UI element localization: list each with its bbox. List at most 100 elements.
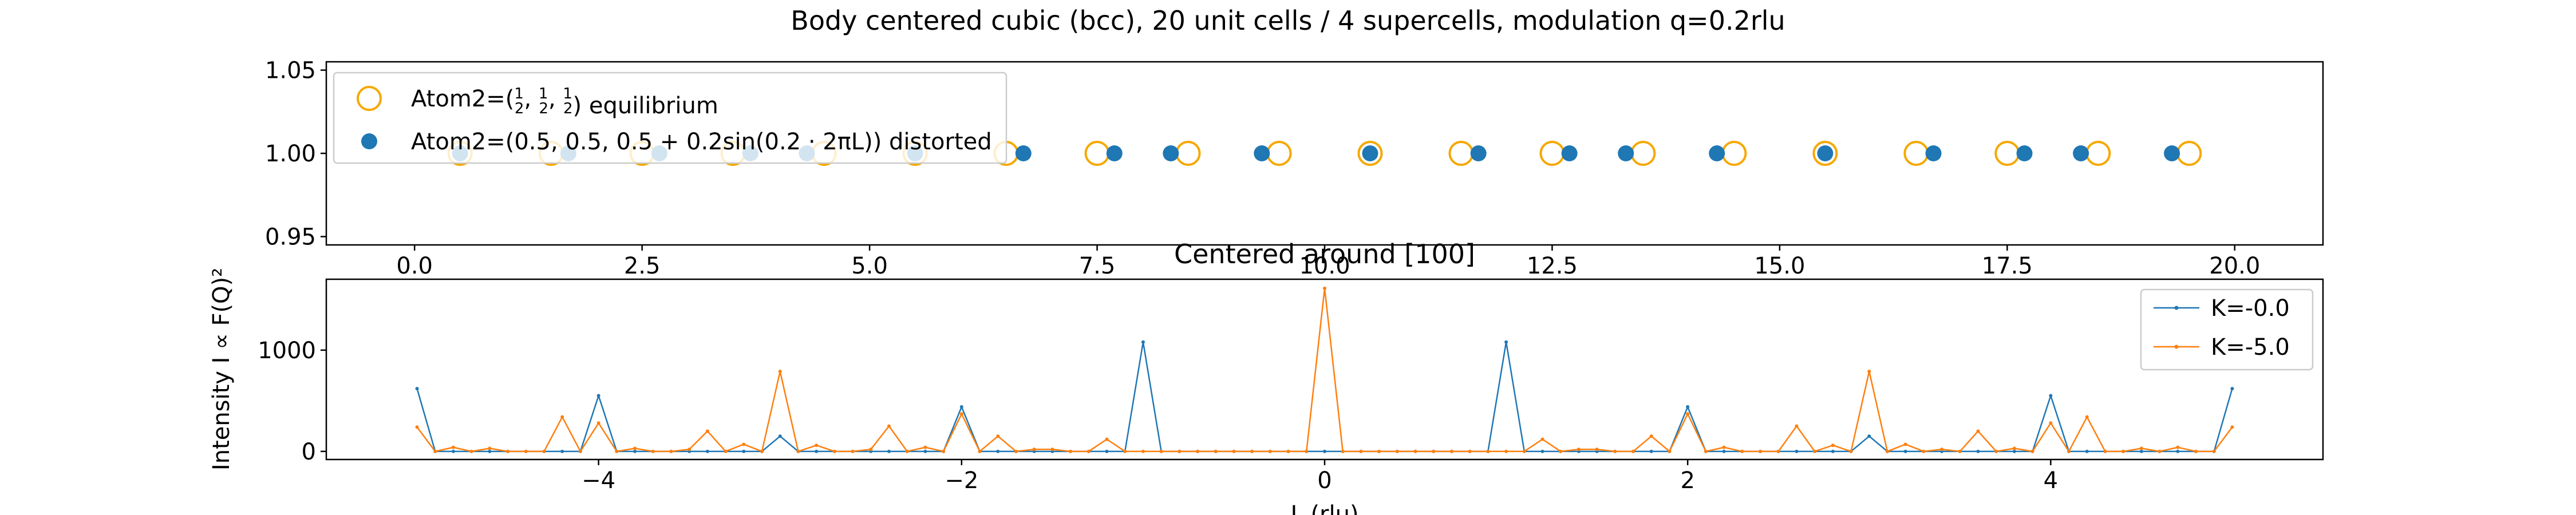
series-point-k0 (451, 449, 455, 453)
series-point-k5 (1540, 437, 1544, 441)
series-point-k5 (1086, 449, 1091, 453)
distorted-point (2073, 145, 2089, 161)
top-y-tick-label: 1.00 (265, 141, 316, 167)
legend-label-equilibrium: Atom2=(1 2, 1 2, 1 2) equilibrium (411, 85, 718, 119)
series-point-k5 (1958, 449, 1962, 453)
series-point-k5 (2158, 449, 2162, 453)
series-point-k0 (560, 449, 564, 453)
series-point-k5 (669, 449, 673, 453)
bottom-axes-frame (325, 278, 2324, 461)
series-point-k5 (1123, 449, 1127, 453)
series-point-k5 (1214, 449, 1218, 453)
series-point-k5 (1795, 424, 1799, 428)
series-point-k5 (596, 421, 600, 425)
distorted-point (1163, 145, 1179, 161)
series-point-k5 (1613, 449, 1617, 453)
series-point-k0 (415, 387, 419, 391)
top-x-tick-label: 12.5 (1527, 253, 1578, 279)
top-axis-ticks: 0.0 2.5 5.0 7.5 10.0 12.5 15.0 17.5 20.0 0.95 1.00… (265, 58, 2260, 279)
bottom-y-tick-label: 0 (302, 439, 316, 465)
series-point-k0 (2176, 449, 2180, 453)
series-point-k5 (1196, 449, 1200, 453)
top-x-tick-label: 0.0 (396, 253, 433, 279)
series-point-k5 (1686, 412, 1690, 416)
series-point-k5 (1704, 449, 1708, 453)
top-x-tick-label: 10.0 (1299, 253, 1350, 279)
series-point-k5 (887, 424, 891, 428)
series-point-k5 (451, 445, 455, 449)
distorted-point (1817, 145, 1834, 161)
series-point-k5 (1105, 437, 1109, 441)
series-point-k5 (506, 449, 510, 453)
legend-fraction-den: 2 (539, 100, 548, 117)
series-point-k5 (688, 447, 692, 451)
equilibrium-point (1539, 141, 1565, 166)
distorted-point (1618, 145, 1634, 161)
series-point-k5 (542, 449, 546, 453)
series-point-k5 (1159, 449, 1163, 453)
series-point-k5 (2139, 446, 2143, 450)
series-point-k0 (1504, 340, 1508, 344)
series-point-k0 (815, 449, 819, 453)
series-point-k5 (1631, 449, 1635, 453)
series-point-k5 (1849, 449, 1853, 453)
series-point-k5 (1359, 449, 1363, 453)
top-x-tick-label: 2.5 (624, 253, 661, 279)
top-scatter-panel: 0.0 2.5 5.0 7.5 10.0 12.5 15.0 17.5 20.0 0.95 1.00… (265, 58, 2324, 279)
series-point-k0 (1831, 449, 1835, 453)
series-point-k5 (1813, 449, 1817, 453)
series-point-k5 (469, 449, 473, 453)
bottom-x-tick-label: 4 (2044, 468, 2058, 494)
equilibrium-point (1812, 141, 1838, 166)
series-point-k5 (415, 425, 419, 429)
equilibrium-point (1084, 141, 1110, 166)
equilibrium-point (1357, 141, 1383, 166)
series-point-k5 (796, 449, 800, 453)
series-point-k0 (1141, 340, 1145, 344)
series-point-k5 (1940, 447, 1944, 451)
top-x-tick-label: 20.0 (2209, 253, 2260, 279)
series-point-k0 (1323, 449, 1326, 453)
series-point-k0 (2139, 449, 2143, 453)
bottom-legend: K=-0.0 K=-5.0 (2140, 288, 2314, 371)
series-point-k5 (760, 449, 764, 453)
series-point-k5 (742, 442, 746, 446)
series-point-k0 (778, 434, 782, 438)
series-point-k5 (1050, 447, 1054, 451)
series-point-k5 (524, 449, 528, 453)
series-point-k5 (1014, 449, 1018, 453)
series-point-k0 (1903, 449, 1907, 453)
series-point-k5 (996, 434, 1000, 438)
series-point-k5 (959, 412, 963, 416)
series-point-k5 (1468, 449, 1472, 453)
series-point-k5 (633, 446, 637, 450)
series-point-k5 (1522, 449, 1526, 453)
series-point-k0 (1105, 449, 1109, 453)
series-point-k0 (1686, 405, 1690, 409)
series-point-k5 (705, 429, 709, 433)
distorted-point (1470, 145, 1487, 161)
bottom-series-lines (415, 286, 2234, 453)
top-y-tick-label: 1.05 (265, 58, 316, 84)
bottom-line-panel: Centered around [100] −4 −2 0 2 4 0 1000 Inten… (208, 239, 2324, 515)
series-point-k5 (1740, 449, 1744, 453)
bottom-axis-ticks: −4 −2 0 2 4 0 1000 (258, 338, 2058, 494)
series-point-k5 (651, 449, 655, 453)
series-point-k5 (1432, 449, 1436, 453)
series-point-k0 (596, 394, 600, 398)
legend-fraction-num: 1 (539, 85, 548, 102)
series-point-k5 (2212, 449, 2216, 453)
series-point-k5 (1377, 449, 1381, 453)
series-point-k5 (1286, 449, 1290, 453)
series-point-k0 (742, 449, 746, 453)
series-point-k0 (2085, 449, 2089, 453)
series-point-k5 (1268, 449, 1272, 453)
series-point-k5 (615, 449, 619, 453)
top-y-tick-label: 0.95 (265, 224, 316, 250)
top-x-tick-label: 17.5 (1982, 253, 2033, 279)
bottom-x-tick-label: 2 (1680, 468, 1694, 494)
series-point-k0 (1649, 449, 1653, 453)
legend-fraction-den: 2 (515, 100, 524, 117)
series-point-k5 (560, 415, 564, 419)
